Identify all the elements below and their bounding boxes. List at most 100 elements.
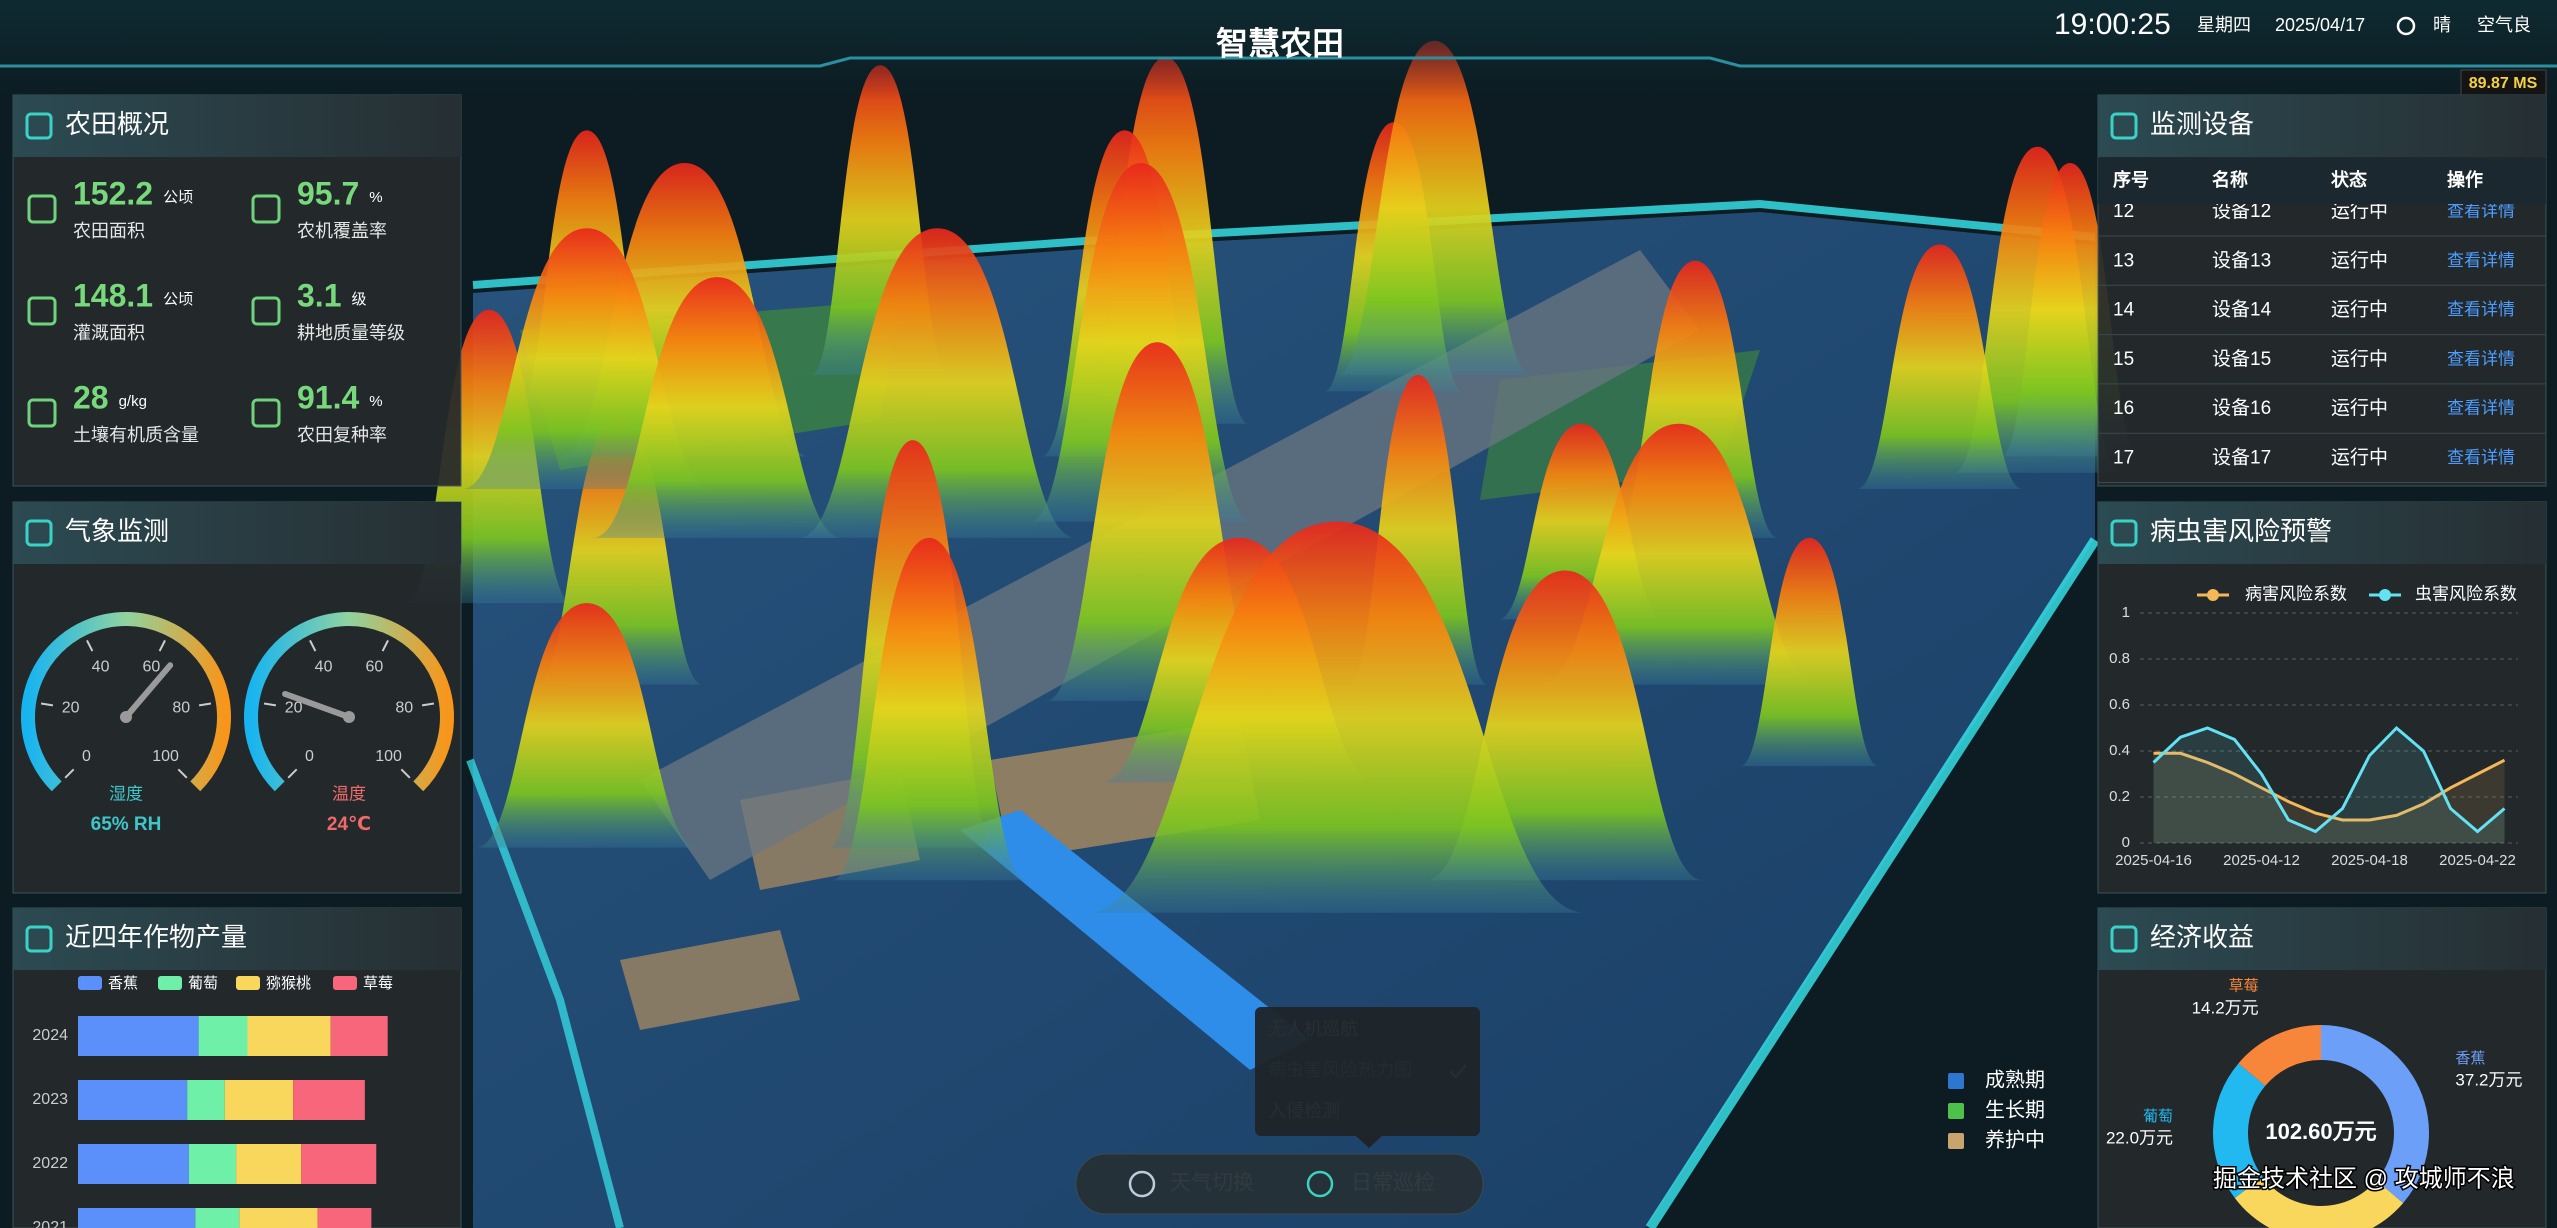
- gauge-needle: [123, 662, 174, 720]
- detail-link[interactable]: 查看详情: [2447, 349, 2515, 368]
- bar-segment: [78, 1016, 199, 1056]
- stat-unit: %: [369, 189, 382, 206]
- gauge-tick-label: 20: [62, 699, 80, 716]
- legend-dot: [2207, 589, 2219, 601]
- table-cell: 14: [2113, 300, 2135, 321]
- fps-box: [2460, 69, 2547, 97]
- header-line: [0, 56, 2557, 68]
- table-cell: 设备15: [2212, 348, 2271, 370]
- gauge-hub: [120, 711, 132, 723]
- table-cell: 15: [2113, 349, 2134, 370]
- panel: [12, 94, 462, 487]
- gauge-tick: [177, 768, 188, 779]
- y-tick-label: 2022: [32, 1155, 68, 1172]
- gauge-tick: [158, 639, 166, 652]
- gauge-tick-label: 60: [366, 658, 384, 675]
- frame-time: 89.87 MS: [2469, 75, 2538, 92]
- gauge-name: 湿度: [109, 784, 143, 803]
- stat-label: 农田复种率: [297, 425, 387, 445]
- bar-segment: [78, 1208, 196, 1228]
- bar-segment: [224, 1080, 294, 1120]
- bar-segment: [317, 1208, 372, 1228]
- legend-swatch: [78, 976, 102, 990]
- slice-value: 37.2万元: [2455, 1071, 2522, 1090]
- legend-swatch: [236, 976, 260, 990]
- date: 2025/04/17: [2275, 15, 2365, 35]
- panel-header: [13, 502, 461, 564]
- x-tick-label: 2025-04-22: [2439, 852, 2516, 869]
- table-cell: 设备13: [2212, 249, 2271, 271]
- pie-slice: [2213, 1063, 2266, 1199]
- gauge-needle: [282, 690, 352, 720]
- heat-peak: [592, 277, 842, 538]
- gauge-tick-label: 20: [285, 699, 303, 716]
- gauge-tick-label: 40: [92, 658, 110, 675]
- slice-value: 14.2万元: [2192, 998, 2259, 1017]
- layer-menu: [1255, 1007, 1480, 1136]
- panel-header: [13, 908, 461, 970]
- slice-label: 香蕉: [2455, 1050, 2485, 1067]
- x-tick-label: 2025-04-12: [2223, 852, 2300, 869]
- panel-title: 病虫害风险预警: [2150, 516, 2332, 546]
- bar-segment: [198, 1016, 248, 1056]
- heat-peak: [1337, 40, 1532, 375]
- stat-icon: [251, 296, 281, 326]
- panel-title: 气象监测: [65, 516, 169, 546]
- legend-label: 香蕉: [108, 975, 138, 992]
- table-cell: 设备14: [2212, 299, 2272, 321]
- series-area: [2153, 753, 2505, 843]
- gauge-tick: [86, 639, 94, 652]
- gauge-tick: [287, 768, 298, 779]
- gauge-tick: [400, 768, 411, 779]
- highlight-strip: [960, 810, 1310, 1070]
- table-header: 操作: [2447, 169, 2483, 190]
- slice-label: 葡萄: [2143, 1108, 2173, 1125]
- series-area: [2153, 728, 2505, 843]
- gauge-tick: [198, 702, 212, 707]
- table-cell: 16: [2113, 398, 2134, 419]
- bar-segment: [247, 1016, 331, 1056]
- toolbar: [1075, 1153, 1484, 1215]
- table-cell: 运行中: [2331, 200, 2388, 222]
- heatmap-layer: [405, 40, 2140, 913]
- y-tick-label: 2024: [32, 1027, 68, 1044]
- watermark: 掘金技术社区 @ 攻城师不浪: [2213, 1165, 2515, 1192]
- gauge-tick-label: 60: [143, 658, 161, 675]
- table-header: 名称: [2212, 169, 2248, 190]
- detail-link[interactable]: 查看详情: [2447, 399, 2515, 418]
- panel-title: 近四年作物产量: [65, 922, 247, 952]
- stat-value: 152.2: [73, 175, 153, 211]
- legend-label: 养护中: [1985, 1128, 2045, 1151]
- legend-label: 成熟期: [1985, 1068, 2045, 1091]
- menu-pointer: [1356, 1136, 1382, 1148]
- detail-link[interactable]: 查看详情: [2447, 201, 2515, 220]
- detail-link[interactable]: 查看详情: [2447, 251, 2515, 270]
- table-cell: 运行中: [2331, 348, 2388, 370]
- detail-link[interactable]: 查看详情: [2447, 448, 2515, 467]
- page-title: 智慧农田: [1216, 25, 1344, 61]
- stat-value: 148.1: [73, 277, 153, 313]
- stat-unit: g/kg: [119, 393, 147, 410]
- y-tick-label: 2023: [32, 1091, 68, 1108]
- panel-icon: [2110, 519, 2138, 547]
- heat-peak: [832, 537, 1027, 881]
- table-cell: 运行中: [2331, 299, 2388, 321]
- stat-value: 3.1: [297, 277, 341, 313]
- bar-segment: [78, 1080, 188, 1120]
- y-tick-label: 0.2: [2109, 788, 2130, 805]
- stat-value: 91.4: [297, 379, 359, 415]
- panel-title: 农田概况: [65, 109, 169, 139]
- panel-header: [13, 95, 461, 157]
- pie-slice: [2234, 1176, 2404, 1228]
- gauge-tick: [421, 702, 435, 707]
- panel-icon: [2110, 112, 2138, 140]
- stat-label: 农田面积: [73, 221, 145, 241]
- panel-header: [2098, 95, 2546, 157]
- detail-link[interactable]: 查看详情: [2447, 300, 2515, 319]
- heat-peak: [475, 603, 698, 848]
- table-header: 状态: [2331, 169, 2367, 190]
- gauge-tick: [381, 639, 389, 652]
- heat-peak: [1087, 521, 1586, 913]
- table-cell: 运行中: [2331, 249, 2388, 271]
